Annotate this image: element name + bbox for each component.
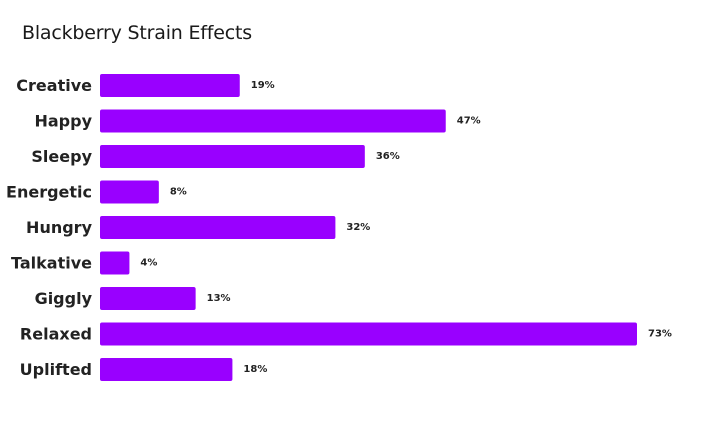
bar-sleepy (100, 145, 365, 168)
category-label-giggly: Giggly (35, 289, 93, 308)
bar-talkative (100, 251, 130, 275)
value-label-uplifted: 18% (243, 364, 267, 375)
category-label-creative: Creative (16, 76, 92, 95)
value-label-creative: 19% (251, 80, 275, 91)
bar-happy (100, 109, 446, 133)
chart-title: Blackberry Strain Effects (22, 22, 252, 44)
value-label-talkative: 4% (140, 258, 157, 269)
value-label-hungry: 32% (346, 222, 370, 233)
bar-giggly (100, 287, 196, 310)
bar-hungry (100, 216, 336, 239)
value-label-relaxed: 73% (648, 329, 672, 340)
category-label-talkative: Talkative (11, 254, 92, 273)
value-label-happy: 47% (457, 116, 481, 127)
category-label-uplifted: Uplifted (20, 360, 92, 379)
category-label-hungry: Hungry (26, 218, 93, 237)
value-label-sleepy: 36% (376, 151, 400, 162)
value-label-giggly: 13% (207, 293, 231, 304)
bar-energetic (100, 180, 159, 204)
bar-relaxed (100, 322, 637, 346)
category-labels: Creative Happy Sleepy Energetic Hungry Talkat… (6, 76, 93, 379)
bar-creative (100, 74, 240, 97)
category-label-relaxed: Relaxed (20, 325, 92, 344)
category-label-energetic: Energetic (6, 183, 92, 202)
category-label-happy: Happy (34, 112, 92, 131)
category-label-sleepy: Sleepy (31, 147, 92, 166)
value-label-energetic: 8% (170, 187, 187, 198)
value-labels: 19% 47% 36% 8% 32% 4% 13% 73% 18% (140, 80, 672, 375)
bars-layer (100, 74, 637, 381)
bar-uplifted (100, 358, 233, 381)
